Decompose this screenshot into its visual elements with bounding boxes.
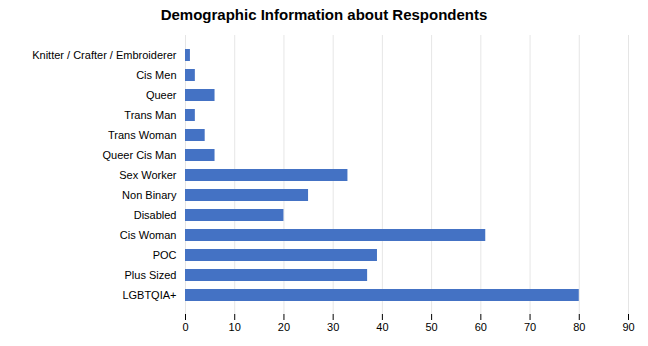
svg-text:Plus Sized: Plus Sized: [125, 269, 177, 281]
svg-text:40: 40: [376, 321, 388, 333]
svg-text:Queer Cis Man: Queer Cis Man: [103, 149, 177, 161]
svg-text:Cis Men: Cis Men: [136, 69, 176, 81]
svg-text:Non Binary: Non Binary: [122, 189, 177, 201]
svg-text:Queer: Queer: [146, 89, 177, 101]
html-text:Demographic Information about: Demographic Information about Respondent…: [160, 6, 488, 23]
svg-text:90: 90: [622, 321, 634, 333]
svg-text:50: 50: [425, 321, 437, 333]
svg-text:Trans Man: Trans Man: [124, 109, 176, 121]
svg-text:0: 0: [182, 321, 188, 333]
svg-text:Disabled: Disabled: [134, 209, 177, 221]
svg-text:POC: POC: [153, 249, 177, 261]
svg-text:70: 70: [524, 321, 536, 333]
svg-text:LGBTQIA+: LGBTQIA+: [122, 289, 176, 301]
svg-text:10: 10: [229, 321, 241, 333]
svg-text:80: 80: [573, 321, 585, 333]
svg-text:30: 30: [327, 321, 339, 333]
svg-text:60: 60: [475, 321, 487, 333]
svg-text:Cis Woman: Cis Woman: [120, 229, 177, 241]
svg-text:Trans Woman: Trans Woman: [108, 129, 176, 141]
svg-text:Sex Worker: Sex Worker: [119, 169, 177, 181]
svg-text:20: 20: [278, 321, 290, 333]
svg-text:Knitter / Crafter / Embroidere: Knitter / Crafter / Embroiderer: [32, 49, 177, 61]
